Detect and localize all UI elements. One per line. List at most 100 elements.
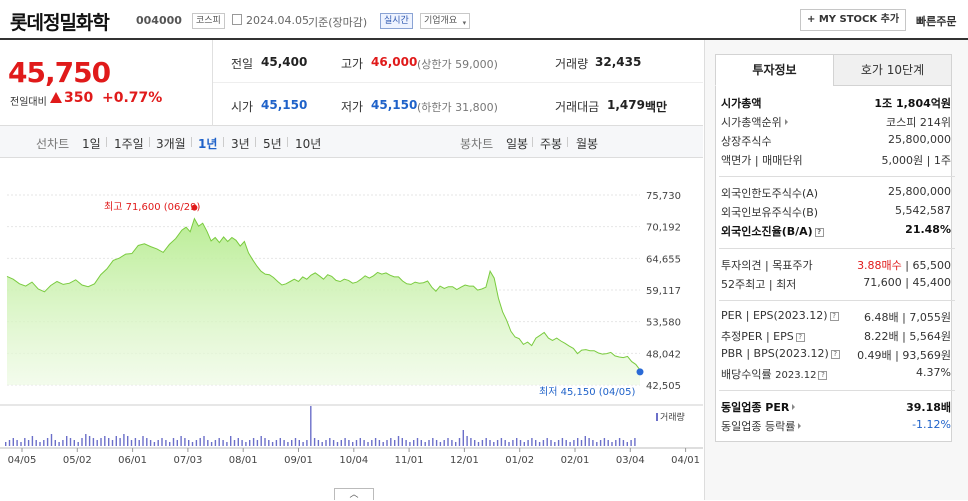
volume-bar <box>5 442 7 446</box>
company-name[interactable]: 롯데정밀화학 <box>10 12 110 34</box>
volume-bar <box>596 442 598 446</box>
volume-bar <box>195 440 198 446</box>
period-3y[interactable]: 3년 <box>231 137 250 151</box>
quick-order-link[interactable]: 빠른주문 <box>916 15 957 28</box>
caret-right-icon[interactable] <box>798 423 802 429</box>
market-cap-rank-label: 시가총액순위 <box>721 116 782 129</box>
high-value: 46,000 <box>371 55 418 69</box>
volume-bar <box>428 440 430 446</box>
dividend-year: 2023.12 <box>775 370 817 381</box>
change-label: 전일대비 <box>10 97 47 108</box>
bps-label: BPS <box>753 347 775 360</box>
volume-bar <box>352 442 354 446</box>
volume-bar <box>420 440 422 446</box>
volume-bar <box>607 440 609 446</box>
min-point <box>636 368 644 376</box>
volume-bar <box>92 438 95 446</box>
volume-bar <box>294 438 297 446</box>
y-tick-label: 59,117 <box>646 286 681 297</box>
volume-bar <box>69 438 72 446</box>
volume-bar <box>413 440 415 446</box>
volume-bar <box>493 442 495 446</box>
caret-right-icon[interactable] <box>784 119 788 125</box>
volume-bar <box>188 440 190 446</box>
change-percent: +0.77% <box>102 90 163 106</box>
market-cap-value: 1조 1,804억원 <box>874 97 951 110</box>
help-icon[interactable]: ? <box>795 333 805 342</box>
row-market-cap-rank: 시가총액순위 코스피 214위 <box>721 114 951 132</box>
volume-bar <box>455 442 457 446</box>
expand-chart-button[interactable]: ︿ <box>334 488 374 500</box>
mystock-add-button[interactable]: + MY STOCK 추가 <box>800 9 907 31</box>
stock-code: 004000 <box>136 14 182 27</box>
volume-bar <box>127 436 129 446</box>
company-overview-button[interactable]: 기업개요 ▾ <box>420 13 471 29</box>
period-1d[interactable]: 1일 <box>82 137 101 151</box>
x-tick-label: 03/04 <box>616 455 645 466</box>
help-icon[interactable]: ? <box>818 371 828 380</box>
period-1y[interactable]: 1년 <box>198 137 218 151</box>
caret-right-icon[interactable] <box>792 404 796 410</box>
candle-daily[interactable]: 일봉 <box>506 137 529 151</box>
volume-bar <box>149 440 152 446</box>
volume-bar <box>260 436 262 446</box>
volume-bar <box>367 442 369 446</box>
volume-bar <box>557 440 560 446</box>
help-icon[interactable]: ? <box>830 350 840 359</box>
header-divider <box>0 38 968 40</box>
volume-bar <box>169 442 171 446</box>
realtime-badge[interactable]: 실시간 <box>380 13 413 29</box>
volume-bar <box>214 440 217 446</box>
volume-bar <box>108 438 110 446</box>
volume-bar <box>54 440 56 446</box>
volume-bar <box>268 440 270 446</box>
industry-change-label: 동일업종 등락률 <box>721 420 796 433</box>
tab-invest-info[interactable]: 투자정보 <box>715 54 834 86</box>
row-industry-per: 동일업종 PER 39.18배 <box>721 399 951 417</box>
y-tick-label: 75,730 <box>646 191 681 202</box>
volume-bar <box>363 440 365 446</box>
volume-bar <box>134 438 137 446</box>
volume-bar <box>458 438 461 446</box>
price-line <box>6 217 641 371</box>
stock-chart[interactable]: 75,730 70,192 64,655 59,117 53,580 48,042 42,5… <box>0 158 703 500</box>
help-icon[interactable]: ? <box>829 312 839 321</box>
volume-bar <box>542 440 545 446</box>
period-1w[interactable]: 1주일 <box>114 137 144 151</box>
period-10y[interactable]: 10년 <box>295 137 322 151</box>
volume-bar <box>237 438 239 446</box>
lower-limit: (하한가 31,800) <box>417 101 498 114</box>
volume-bar <box>264 438 266 446</box>
row-52week: 52주최고 | 최저 71,600 | 45,400 <box>721 276 951 291</box>
candle-monthly[interactable]: 월봉 <box>576 137 599 151</box>
period-5y[interactable]: 5년 <box>263 137 282 151</box>
volume-bar <box>359 438 361 446</box>
par-label: 액면가 <box>721 154 752 167</box>
volume-bar <box>66 436 68 446</box>
volume-bar <box>451 440 453 446</box>
volume-bar <box>313 438 316 446</box>
row-foreign-hold: 외국인보유주식수(B) 5,542,587 <box>721 204 951 222</box>
help-icon[interactable]: ? <box>814 228 824 237</box>
volume-bar <box>435 440 438 446</box>
y-tick-label: 70,192 <box>646 223 681 234</box>
candle-weekly[interactable]: 주봉 <box>540 137 563 151</box>
up-arrow-icon <box>50 92 62 103</box>
volume-bar <box>96 440 98 446</box>
summary-row-divider <box>213 82 703 83</box>
volume-bar <box>207 440 209 446</box>
y-tick-label: 42,505 <box>646 381 681 392</box>
prev-close-label: 전일 <box>231 57 254 71</box>
candle-chart-label: 봉차트 <box>460 137 494 151</box>
volume-bar <box>382 442 384 446</box>
volume-bar <box>405 440 407 446</box>
volume-bar <box>298 440 300 446</box>
trade-value-unit: 백만 <box>645 100 668 114</box>
divider <box>532 137 533 147</box>
volume-bar <box>180 436 182 446</box>
target-value: 65,500 <box>912 259 952 272</box>
tab-order-book[interactable]: 호가 10단계 <box>833 54 952 86</box>
period-3m[interactable]: 3개월 <box>156 137 186 151</box>
market-cap-label: 시가총액 <box>721 97 762 110</box>
x-tick-label: 04/05 <box>8 455 37 466</box>
